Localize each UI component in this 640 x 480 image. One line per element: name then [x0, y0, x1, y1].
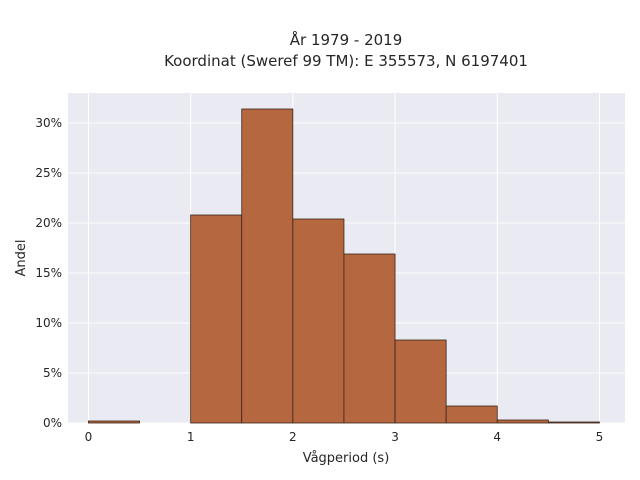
- histogram-bar: [496, 419, 549, 424]
- y-tick-label: 15%: [35, 266, 62, 280]
- y-tick-label: 10%: [35, 316, 62, 330]
- histogram-bar: [190, 214, 243, 424]
- x-tick-label: 5: [596, 430, 604, 444]
- histogram-bar: [88, 420, 140, 424]
- x-tick-label: 0: [85, 430, 93, 444]
- y-tick-label: 30%: [35, 116, 62, 130]
- tick-labels: 0 1 2 3 4 5 0% 5% 10% 15% 20% 25% 30%: [35, 116, 603, 444]
- y-tick-label: 0%: [43, 416, 62, 430]
- y-tick-label: 20%: [35, 216, 62, 230]
- histogram-bar: [292, 218, 345, 424]
- y-axis-label: Andel: [14, 240, 29, 277]
- x-tick-label: 1: [187, 430, 195, 444]
- y-tick-label: 5%: [43, 366, 62, 380]
- histogram-bars: [88, 108, 600, 424]
- histogram-bar: [343, 253, 396, 424]
- x-tick-label: 2: [289, 430, 297, 444]
- histogram-bar: [394, 339, 447, 424]
- histogram-bar: [241, 108, 294, 424]
- chart-title: År 1979 - 2019: [290, 30, 403, 49]
- x-tick-label: 3: [391, 430, 399, 444]
- histogram-bar: [445, 405, 498, 424]
- histogram-bar: [547, 421, 600, 424]
- x-axis-label: Vågperiod (s): [303, 451, 390, 466]
- chart-subtitle: Koordinat (Sweref 99 TM): E 355573, N 61…: [164, 52, 528, 70]
- x-tick-label: 4: [493, 430, 501, 444]
- y-tick-label: 25%: [35, 166, 62, 180]
